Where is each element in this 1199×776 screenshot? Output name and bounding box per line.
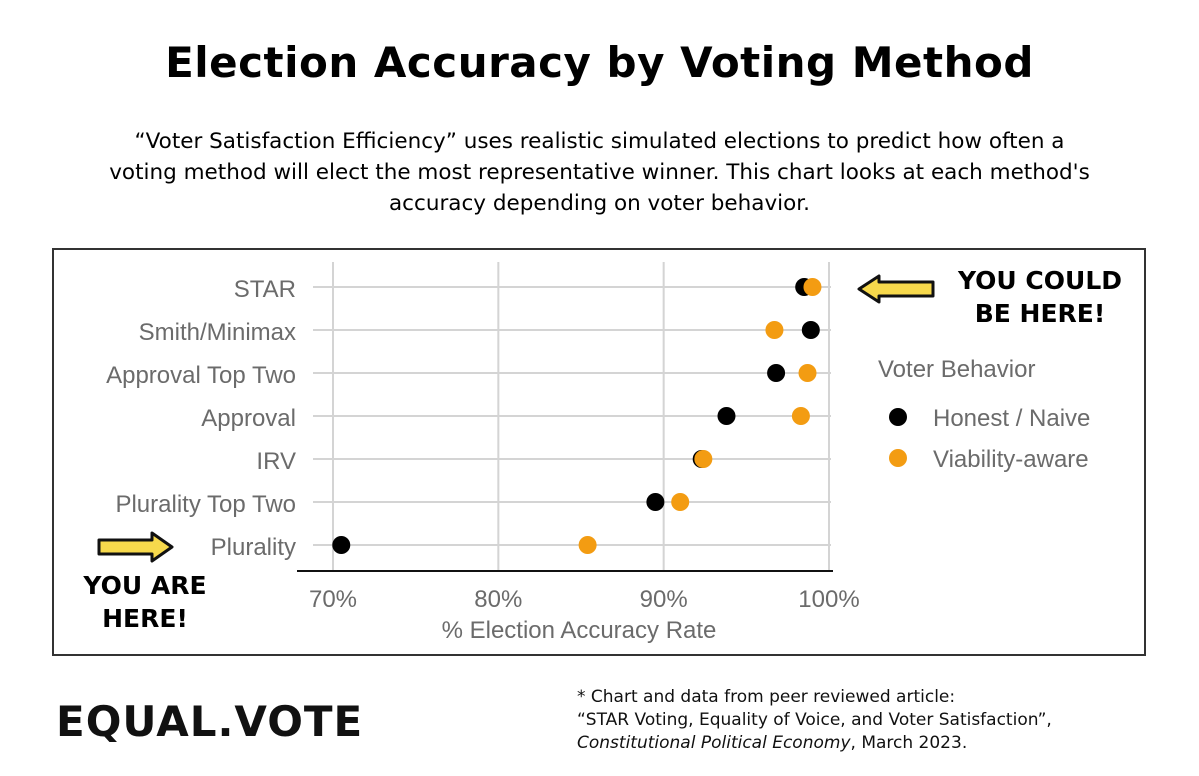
data-point-viability-4 [694,450,713,468]
data-point-viability-6 [578,536,597,554]
category-label: Plurality [211,534,296,561]
page-subtitle: “Voter Satisfaction Efficiency” uses rea… [109,129,1090,216]
equal-vote-logo: EQUAL.VOTE [56,697,364,746]
x-tick-label: 70% [309,586,357,613]
data-point-viability-2 [798,364,817,382]
page-title: Election Accuracy by Voting Method [165,38,1034,87]
legend-label: Viability-aware [933,446,1089,473]
data-point-honest-1 [801,321,820,339]
source-citation: * Chart and data from peer reviewed arti… [577,686,1177,755]
source-line3: Constitutional Political Economy, March … [577,732,1177,755]
data-point-viability-5 [671,493,690,511]
data-point-viability-3 [791,407,810,425]
category-label: Approval [201,405,296,432]
x-tick-label: 100% [798,586,859,613]
data-point-viability-0 [803,278,822,296]
source-date: , March 2023. [850,733,968,753]
arrow-left-icon [857,274,935,304]
category-label: IRV [256,448,296,475]
x-tick-label: 90% [640,586,688,613]
category-label: STAR [234,276,296,303]
category-label: Approval Top Two [106,362,296,389]
x-axis-title: % Election Accuracy Rate [442,617,717,644]
data-point-honest-6 [332,536,351,554]
data-point-honest-2 [767,364,786,382]
callout-you-are-here: YOU ARE HERE! [60,569,230,635]
data-point-viability-1 [765,321,784,339]
legend-title: Voter Behavior [878,356,1035,383]
data-point-honest-3 [717,407,736,425]
source-line1: * Chart and data from peer reviewed arti… [577,687,956,707]
callout-bottom-line1: YOU ARE [83,571,207,600]
callout-could-be-here: YOU COULD BE HERE! [935,264,1145,330]
chart-frame [52,248,1146,656]
source-journal: Constitutional Political Economy [577,733,851,753]
legend-marker-0 [889,408,907,426]
legend-label: Honest / Naive [933,405,1090,432]
arrow-right-icon [97,531,174,563]
callout-top-line2: BE HERE! [974,299,1106,328]
x-tick-label: 80% [474,586,522,613]
data-point-honest-5 [646,493,665,511]
legend-marker-1 [889,449,907,467]
callout-top-line1: YOU COULD [957,266,1123,295]
category-label: Smith/Minimax [139,319,296,346]
category-label: Plurality Top Two [115,491,296,518]
callout-bottom-line2: HERE! [102,604,188,633]
source-line2: “STAR Voting, Equality of Voice, and Vot… [577,710,1052,730]
